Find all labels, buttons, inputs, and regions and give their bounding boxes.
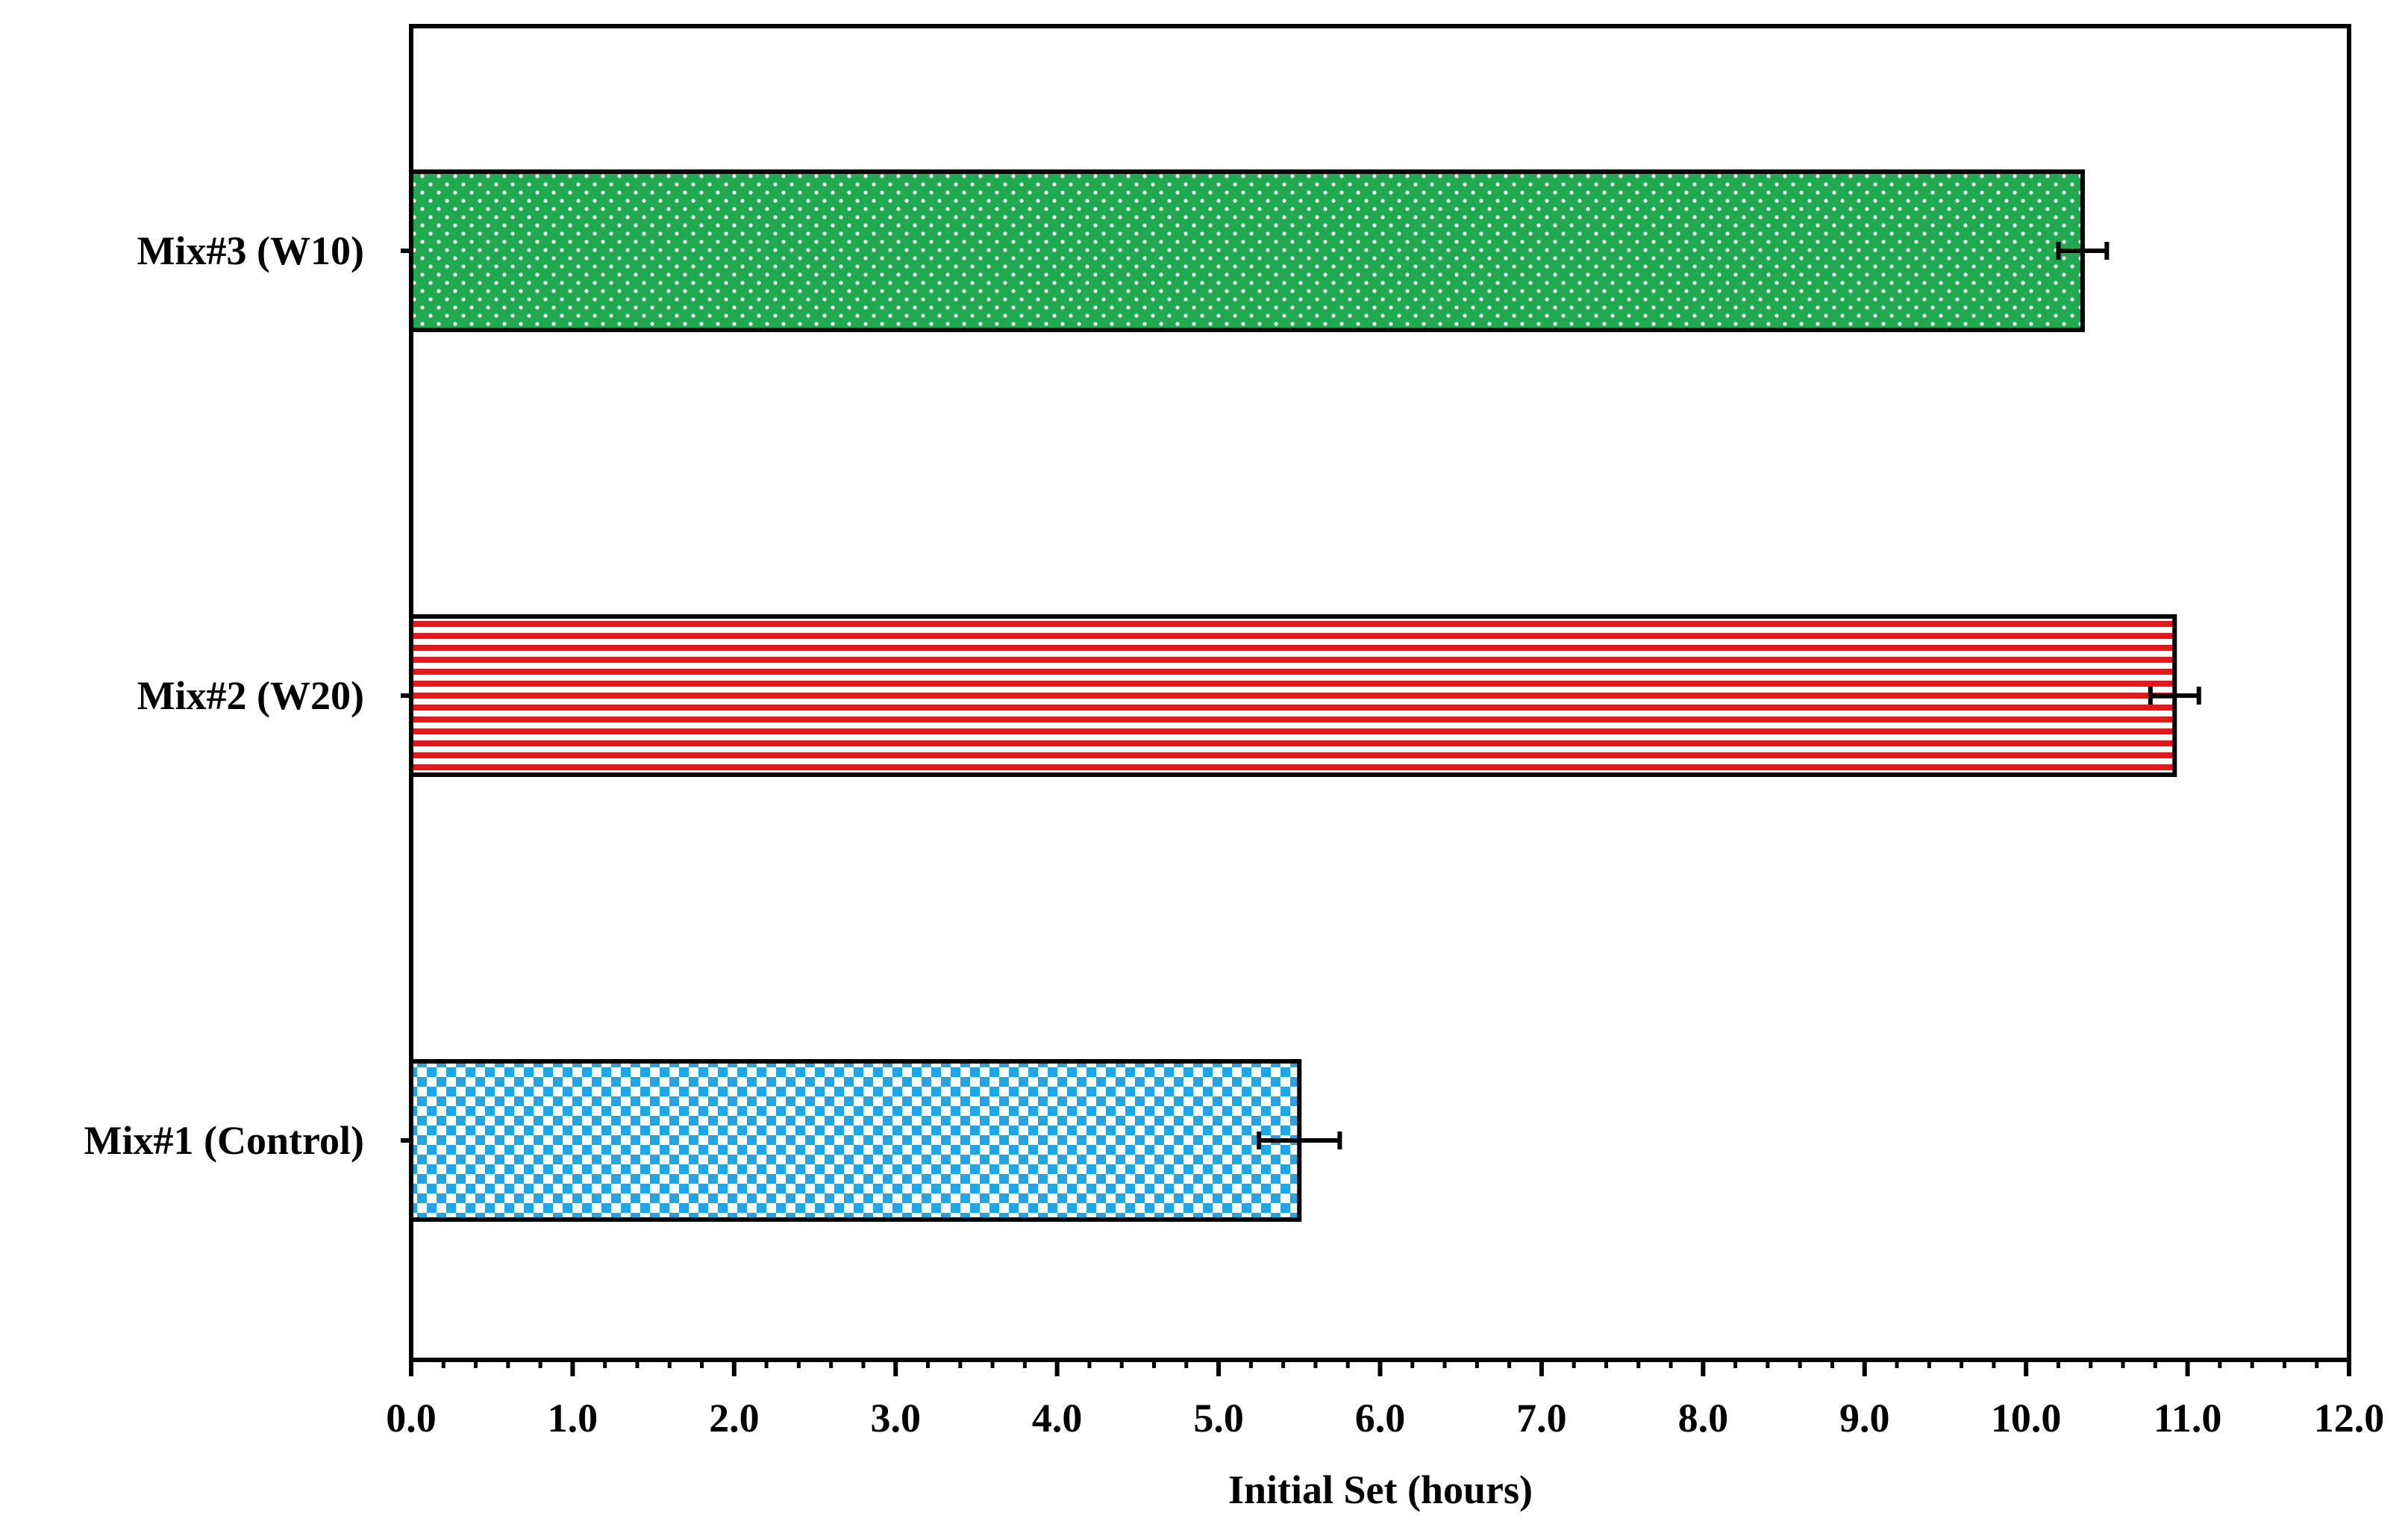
x-tick-label: 9.0: [1839, 1396, 1890, 1440]
x-tick-label: 0.0: [386, 1396, 437, 1440]
x-tick-label: 10.0: [1991, 1396, 2062, 1440]
x-tick-label: 3.0: [871, 1396, 922, 1440]
y-tick-label: Mix#2 (W20): [137, 673, 364, 718]
x-tick-label: 5.0: [1193, 1396, 1244, 1440]
x-tick-label: 2.0: [709, 1396, 760, 1440]
x-axis: 0.0 1.0 2.0 3.0 4.0 5.0 6.0 7.0 8.0 9.0 10.0 11.0 12…: [386, 1360, 2384, 1440]
x-tick-label: 7.0: [1516, 1396, 1567, 1440]
bar: [409, 169, 2085, 332]
x-tick-label: 6.0: [1355, 1396, 1406, 1440]
bar: [409, 614, 2177, 777]
x-tick-label: 4.0: [1032, 1396, 1083, 1440]
bars-group: [409, 169, 2177, 1222]
error-bars-group: [1257, 242, 2201, 1149]
x-tick-label: 1.0: [548, 1396, 598, 1440]
x-tick-label: 11.0: [2154, 1396, 2222, 1440]
x-tick-label: 8.0: [1678, 1396, 1729, 1440]
x-tick-label: 12.0: [2314, 1396, 2385, 1440]
bar: [409, 1059, 1302, 1222]
y-tick-label: Mix#1 (Control): [84, 1118, 364, 1163]
y-tick-label: Mix#3 (W10): [137, 228, 364, 273]
x-axis-label: Initial Set (hours): [1228, 1467, 1533, 1512]
y-axis: Mix#3 (W10) Mix#2 (W20) Mix#1 (Control): [84, 228, 411, 1163]
